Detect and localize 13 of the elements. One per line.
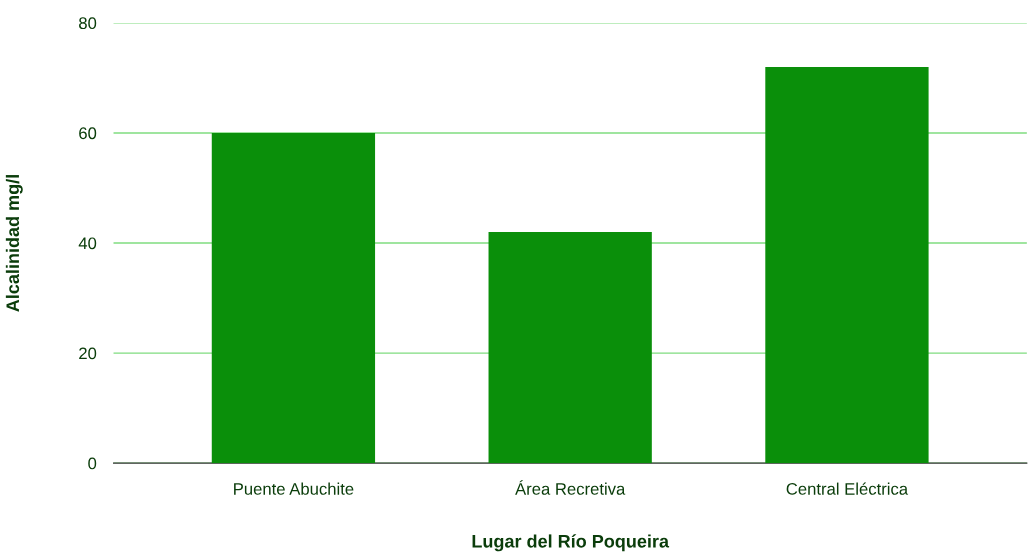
bar <box>488 232 652 464</box>
x-axis-title: Lugar del Río Poqueira <box>472 534 670 552</box>
x-tick-label: Puente Abuchite <box>234 482 354 495</box>
x-tick-label: Área Recretiva <box>515 480 626 495</box>
bar <box>765 66 929 464</box>
y-tick-label: 60 <box>79 127 97 140</box>
y-tick-label: 80 <box>79 17 97 30</box>
x-tick-label: Central Eléctrica <box>786 482 909 495</box>
y-tick-label: 40 <box>78 237 97 250</box>
bar <box>211 132 376 464</box>
y-axis-title: Alcalinidad mg/l <box>5 175 23 312</box>
y-tick-label: 20 <box>79 347 97 360</box>
y-tick-label: 0 <box>88 457 97 470</box>
